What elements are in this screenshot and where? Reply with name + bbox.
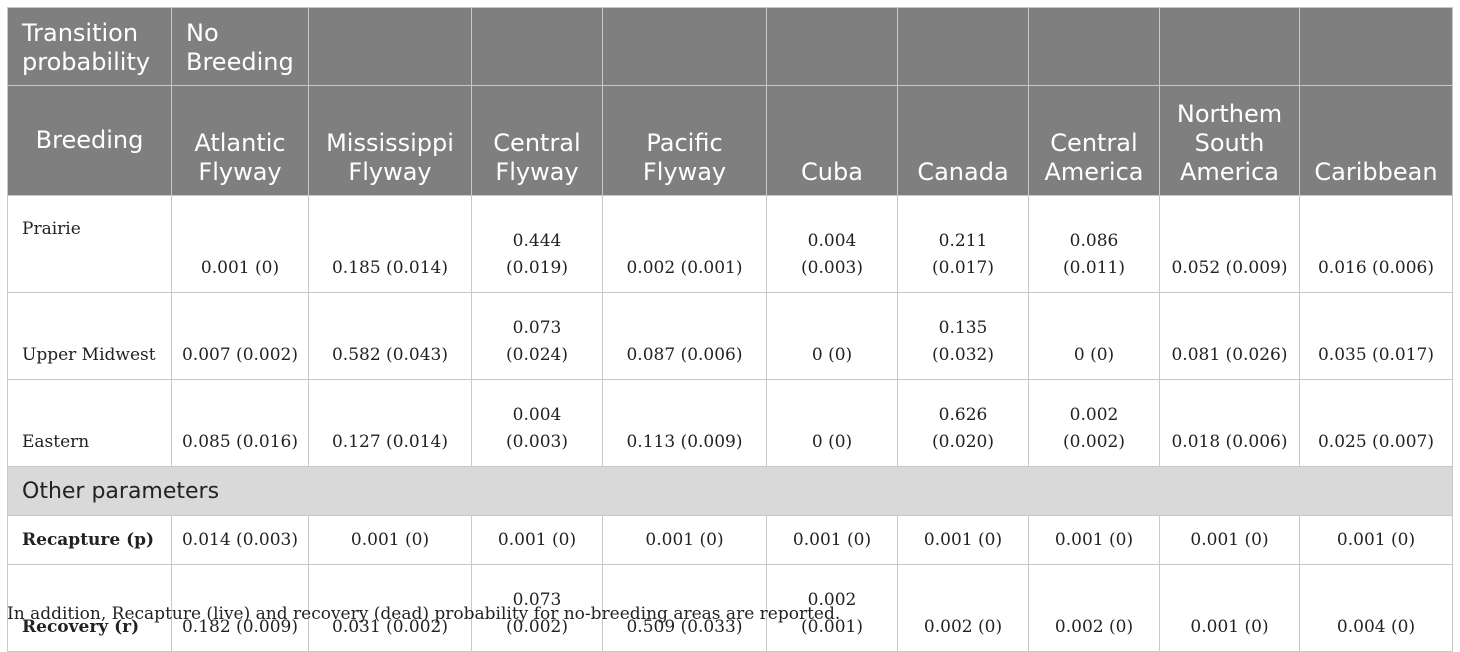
table-row-recapture: Recapture (p) 0.014 (0.003) 0.001 (0) 0.… — [7, 515, 1453, 565]
table-cell: 0.016 (0.006) — [1299, 195, 1453, 293]
header-atlantic-flyway: Atlantic Flyway — [171, 85, 309, 196]
header-empty — [897, 7, 1029, 86]
section-row-other-parameters: Other parameters — [7, 466, 1453, 516]
table-cell: 0 (0) — [766, 379, 898, 467]
table-cell: 0.001 (0) — [766, 515, 898, 565]
row-label: Eastern — [7, 379, 172, 467]
table-cell: 0.004 (0.003) — [471, 379, 603, 467]
table-cell: 0.086 (0.011) — [1028, 195, 1160, 293]
table-row-eastern: Eastern 0.085 (0.016) 0.127 (0.014) 0.00… — [7, 379, 1453, 467]
table-cell: 0.002 (0) — [897, 564, 1029, 652]
table-cell: 0.052 (0.009) — [1159, 195, 1300, 293]
table-cell: 0.135 (0.032) — [897, 292, 1029, 380]
table-cell: 0.004 (0.003) — [766, 195, 898, 293]
table-cell: 0.001 (0) — [171, 195, 309, 293]
table-cell: 0.113 (0.009) — [602, 379, 767, 467]
table-cell: 0.001 (0) — [1299, 515, 1453, 565]
table-row-prairie: Prairie 0.001 (0) 0.185 (0.014) 0.444 (0… — [7, 195, 1453, 293]
table-cell: 0.001 (0) — [1028, 515, 1160, 565]
table-cell: 0.185 (0.014) — [308, 195, 472, 293]
header-central-america: Central America — [1028, 85, 1160, 196]
table-cell: 0.018 (0.006) — [1159, 379, 1300, 467]
table-cell: 0.002 (0.002) — [1028, 379, 1160, 467]
table-cell: 0.001 (0) — [897, 515, 1029, 565]
header-empty — [471, 7, 603, 86]
header-canada: Canada — [897, 85, 1029, 196]
header-empty — [1159, 7, 1300, 86]
table-cell: 0.001 (0) — [1159, 515, 1300, 565]
table-cell: 0.002 (0.001) — [602, 195, 767, 293]
table-cell: 0.582 (0.043) — [308, 292, 472, 380]
header-central-flyway: Central Flyway — [471, 85, 603, 196]
row-label: Recapture (p) — [7, 515, 172, 565]
table-cell: 0.004 (0) — [1299, 564, 1453, 652]
table-cell: 0.127 (0.014) — [308, 379, 472, 467]
table-cell: 0.081 (0.026) — [1159, 292, 1300, 380]
header-empty — [766, 7, 898, 86]
table-cell: 0 (0) — [766, 292, 898, 380]
table-cell: 0.444 (0.019) — [471, 195, 603, 293]
header-northem-south-america: Northem South America — [1159, 85, 1300, 196]
table-cell: 0.001 (0) — [308, 515, 472, 565]
table-footnote: In addition, Recapture (live) and recove… — [7, 604, 841, 624]
table-cell: 0.014 (0.003) — [171, 515, 309, 565]
table-cell: 0.626 (0.020) — [897, 379, 1029, 467]
header-cuba: Cuba — [766, 85, 898, 196]
header-row-1: Transition probability No Breeding — [7, 7, 1453, 86]
table-cell: 0.001 (0) — [471, 515, 603, 565]
table-cell: 0.087 (0.006) — [602, 292, 767, 380]
transition-probability-table: Transition probability No Breeding Breed… — [7, 7, 1453, 652]
header-no-breeding: No Breeding — [171, 7, 309, 86]
table-cell: 0.073 (0.024) — [471, 292, 603, 380]
table-row-upper-midwest: Upper Midwest 0.007 (0.002) 0.582 (0.043… — [7, 292, 1453, 380]
header-empty — [308, 7, 472, 86]
table-cell: 0.007 (0.002) — [171, 292, 309, 380]
table-cell: 0 (0) — [1028, 292, 1160, 380]
table-cell: 0.211 (0.017) — [897, 195, 1029, 293]
header-row-2: Breeding Atlantic Flyway Mississippi Fly… — [7, 85, 1453, 196]
section-label: Other parameters — [7, 466, 1453, 516]
header-mississippi-flyway: Mississippi Flyway — [308, 85, 472, 196]
table-cell: 0.085 (0.016) — [171, 379, 309, 467]
header-pacific-flyway: Pacific Flyway — [602, 85, 767, 196]
table-cell: 0.025 (0.007) — [1299, 379, 1453, 467]
header-empty — [1299, 7, 1453, 86]
header-breeding: Breeding — [7, 85, 172, 196]
header-empty — [1028, 7, 1160, 86]
results-table-container: Transition probability No Breeding Breed… — [7, 7, 1453, 652]
header-transition-probability: Transition probability — [7, 7, 172, 86]
row-label: Upper Midwest — [7, 292, 172, 380]
table-cell: 0.002 (0) — [1028, 564, 1160, 652]
row-label: Prairie — [7, 195, 172, 293]
header-caribbean: Caribbean — [1299, 85, 1453, 196]
table-cell: 0.035 (0.017) — [1299, 292, 1453, 380]
header-empty — [602, 7, 767, 86]
table-cell: 0.001 (0) — [1159, 564, 1300, 652]
table-cell: 0.001 (0) — [602, 515, 767, 565]
